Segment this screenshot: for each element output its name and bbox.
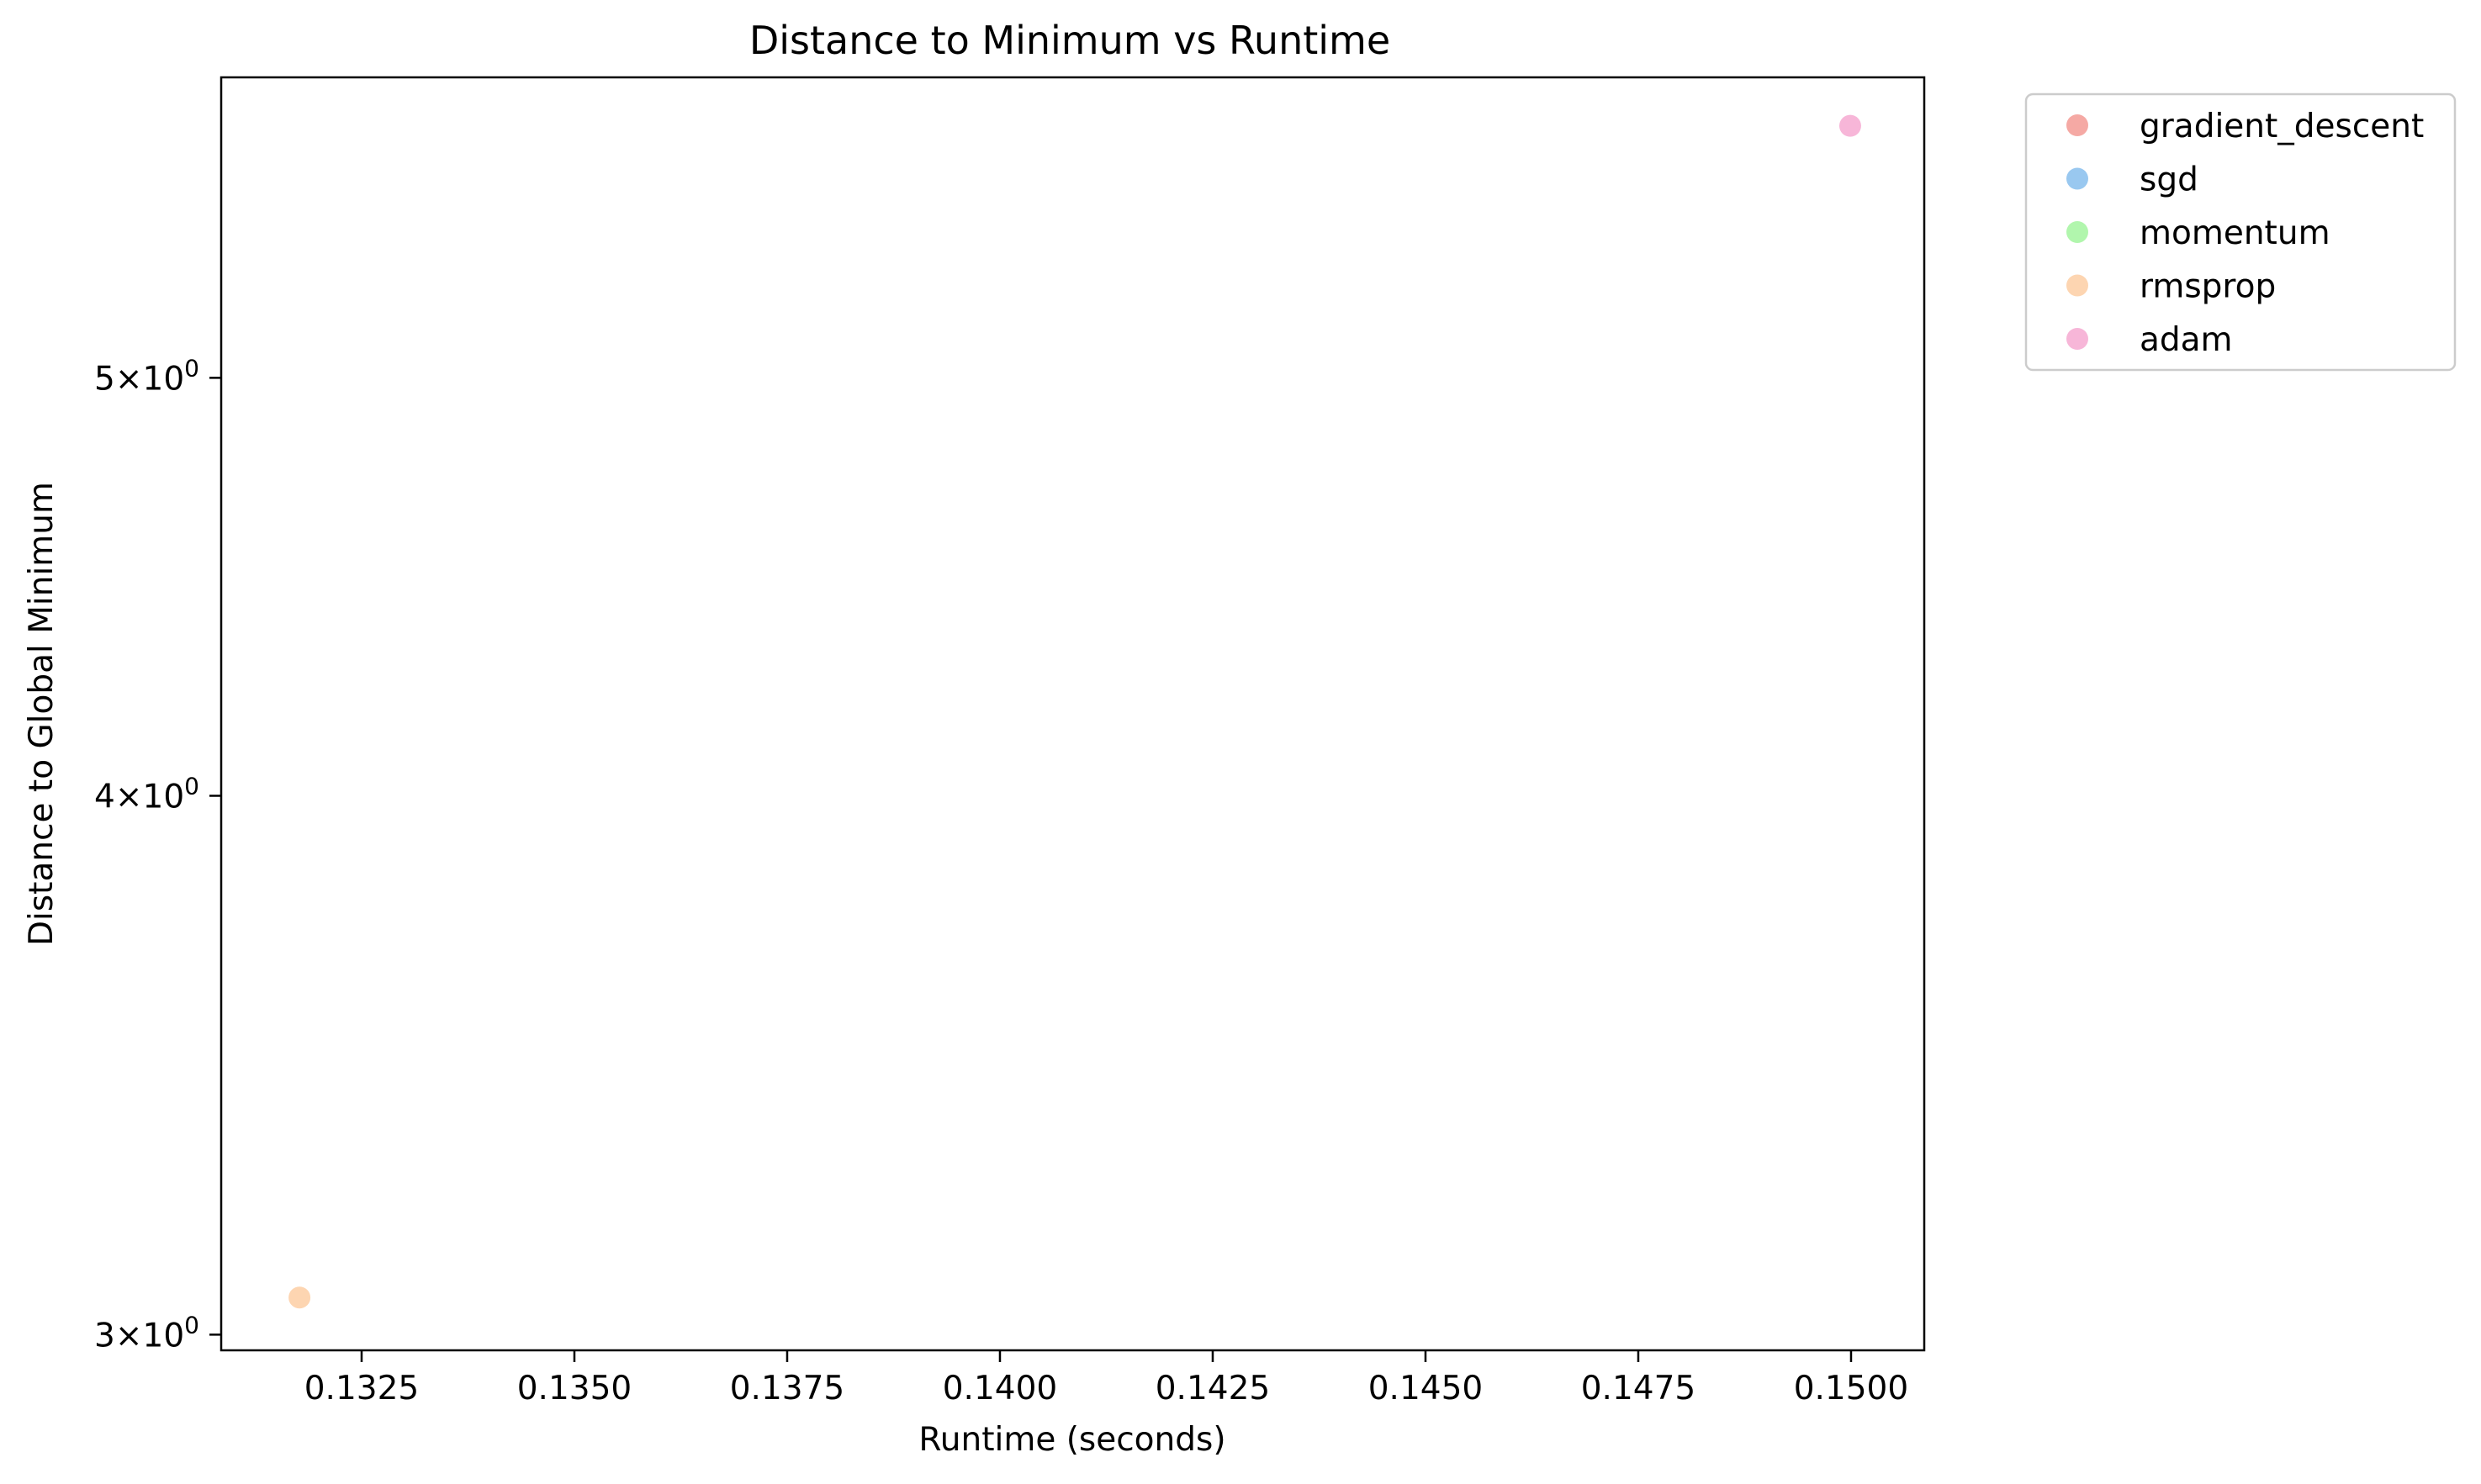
x-tick-label: 0.1425	[1156, 1370, 1270, 1407]
x-tick-label: 0.1325	[304, 1370, 419, 1407]
legend-box	[2024, 92, 2457, 372]
y-tick-mantissa: 3	[94, 1317, 115, 1355]
legend-label-rmsprop: rmsprop	[2140, 268, 2276, 306]
y-tick-times: ×	[115, 1317, 143, 1355]
legend-label-momentum: momentum	[2140, 214, 2330, 252]
y-tick-base: 10	[143, 778, 185, 816]
x-tick-label: 0.1475	[1581, 1370, 1695, 1407]
y-tick-times: ×	[115, 778, 143, 816]
legend-marker-rmsprop	[2066, 274, 2088, 297]
y-tick-base: 10	[143, 360, 185, 398]
y-axis-label: Distance to Global Minimum	[23, 482, 61, 946]
x-tick-label: 0.1400	[943, 1370, 1057, 1407]
y-tick-exponent: 0	[184, 354, 199, 382]
x-tick-label: 0.1500	[1794, 1370, 1908, 1407]
y-tick-mantissa: 4	[94, 778, 115, 816]
x-tick-label: 0.1450	[1368, 1370, 1483, 1407]
data-point-adam	[1838, 114, 1861, 137]
x-axis-label: Runtime (seconds)	[918, 1421, 1225, 1459]
legend-marker-sgd	[2066, 167, 2088, 190]
chart-title: Distance to Minimum vs Runtime	[749, 18, 1390, 63]
y-tick-label: 4×100	[94, 772, 199, 816]
data-point-rmsprop	[288, 1286, 311, 1309]
x-tick-label: 0.1350	[517, 1370, 632, 1407]
y-tick-times: ×	[115, 360, 143, 398]
y-tick-base: 10	[143, 1317, 185, 1355]
data-points	[288, 114, 1861, 1309]
x-tick-label: 0.1375	[730, 1370, 844, 1407]
y-tick-exponent: 0	[184, 1311, 199, 1339]
legend-marker-momentum	[2066, 221, 2088, 243]
y-tick-label: 3×100	[94, 1311, 199, 1355]
legend-marker-gradient_descent	[2066, 114, 2088, 136]
y-tick-exponent: 0	[184, 772, 199, 800]
axis-ticks: 0.1325 0.1350 0.1375 0.1400 0.1425 0.1450 0.14…	[94, 354, 1908, 1407]
legend-label-sgd: sgd	[2140, 161, 2198, 199]
legend-marker-adam	[2066, 328, 2088, 350]
legend-label-adam: adam	[2140, 321, 2233, 359]
legend-label-gradient_descent: gradient_descent	[2140, 108, 2424, 145]
plot-area	[220, 76, 1926, 1352]
y-tick-label: 5×100	[94, 354, 199, 398]
y-tick-mantissa: 5	[94, 360, 115, 398]
